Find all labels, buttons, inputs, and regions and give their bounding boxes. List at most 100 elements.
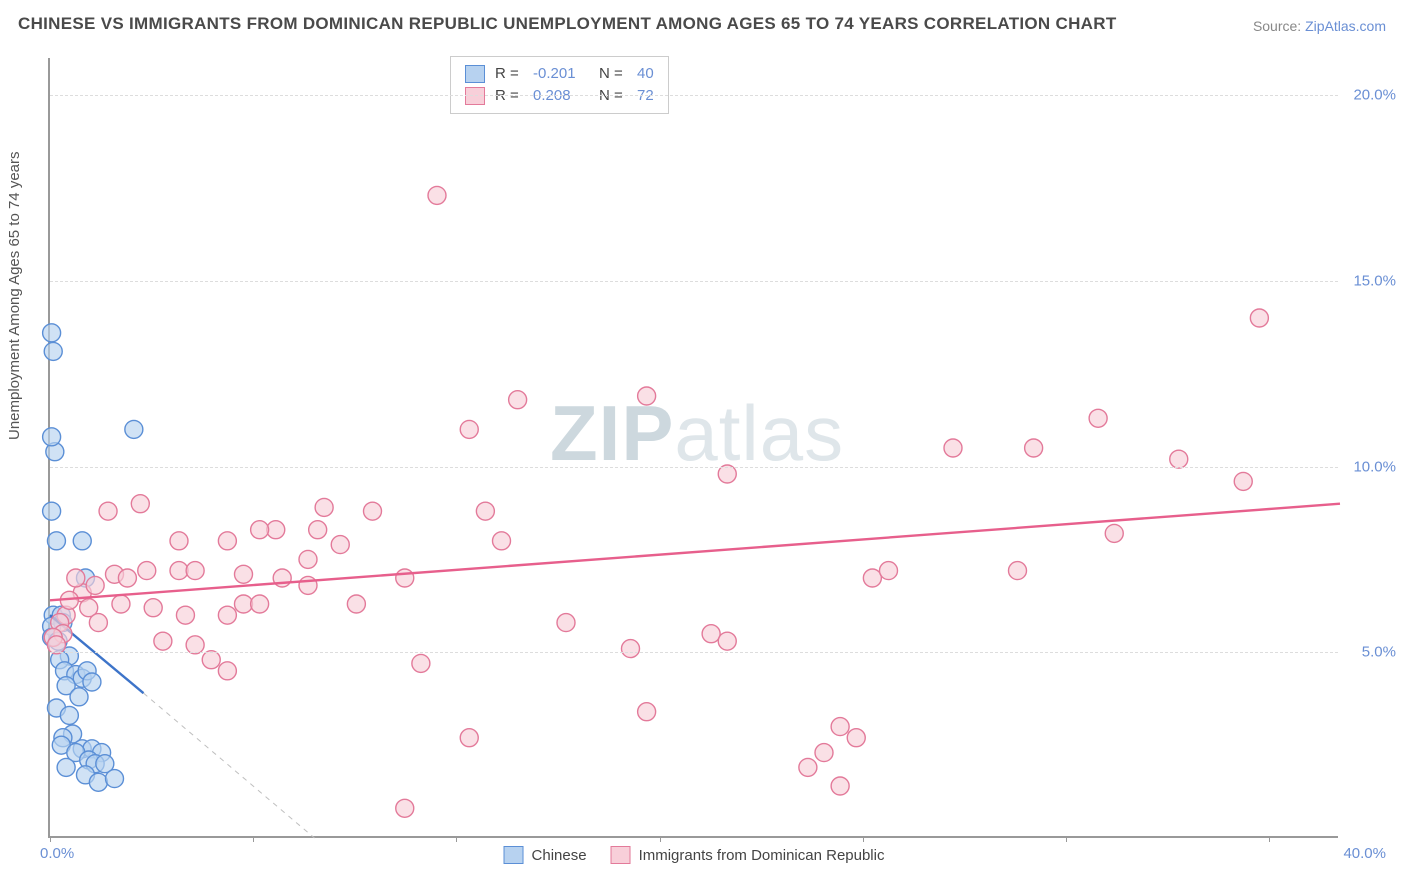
data-point [299,576,317,594]
chart-title: CHINESE VS IMMIGRANTS FROM DOMINICAN REP… [18,14,1117,34]
x-tick-mark [863,836,864,842]
data-point [1025,439,1043,457]
data-point [799,758,817,776]
data-point [125,420,143,438]
data-point [299,550,317,568]
data-point [1250,309,1268,327]
data-point [1170,450,1188,468]
y-tick-label: 10.0% [1353,458,1396,475]
data-point [218,532,236,550]
data-point [831,718,849,736]
y-tick-label: 15.0% [1353,272,1396,289]
plot-area: ZIPatlas R =-0.201N =40R = 0.208N =72 0.… [48,58,1338,838]
data-point [47,636,65,654]
legend-swatch [465,65,485,83]
data-point [1089,409,1107,427]
legend-n-label: N = [599,63,627,85]
data-point [138,562,156,580]
trend-line-extension [144,693,315,838]
data-point [880,562,898,580]
legend-swatch [611,846,631,864]
gridline-h [50,281,1338,282]
data-point [235,595,253,613]
data-point [396,799,414,817]
data-point [315,498,333,516]
data-point [43,502,61,520]
data-point [118,569,136,587]
data-point [70,688,88,706]
legend-row: R = -0.201 N = 40 [465,63,654,85]
data-point [67,569,85,587]
data-point [170,562,188,580]
data-point [43,324,61,342]
data-point [251,595,269,613]
data-point [186,636,204,654]
x-tick-right: 40.0% [1343,845,1386,862]
legend-r-label: R = [495,63,523,85]
legend-correlation: R =-0.201N =40R = 0.208N =72 [450,56,669,114]
data-point [176,606,194,624]
data-point [347,595,365,613]
gridline-h [50,95,1338,96]
data-point [412,654,430,672]
data-point [863,569,881,587]
x-tick-mark [1066,836,1067,842]
y-tick-label: 20.0% [1353,87,1396,104]
x-tick-mark [50,836,51,842]
data-point [89,614,107,632]
gridline-h [50,652,1338,653]
y-tick-label: 5.0% [1362,644,1396,661]
chart-svg [50,58,1338,836]
data-point [186,562,204,580]
data-point [112,595,130,613]
data-point [154,632,172,650]
data-point [309,521,327,539]
data-point [718,632,736,650]
data-point [396,569,414,587]
data-point [144,599,162,617]
data-point [131,495,149,513]
data-point [251,521,269,539]
data-point [218,606,236,624]
legend-label: Chinese [532,847,587,864]
legend-n-value: 40 [637,63,654,85]
legend-label: Immigrants from Dominican Republic [639,847,885,864]
data-point [202,651,220,669]
data-point [815,744,833,762]
data-point [83,673,101,691]
data-point [847,729,865,747]
data-point [702,625,720,643]
legend-r-value: -0.201 [533,63,589,85]
source-attribution: Source: ZipAtlas.com [1253,18,1386,34]
data-point [170,532,188,550]
legend-item: Chinese [504,846,587,864]
x-tick-mark [1269,836,1270,842]
data-point [1105,524,1123,542]
x-tick-mark [660,836,661,842]
legend-series: Chinese Immigrants from Dominican Republi… [504,846,885,864]
legend-swatch [504,846,524,864]
data-point [1234,472,1252,490]
data-point [638,703,656,721]
x-tick-mark [253,836,254,842]
y-axis-label: Unemployment Among Ages 65 to 74 years [6,151,23,440]
data-point [106,770,124,788]
data-point [43,428,61,446]
data-point [831,777,849,795]
data-point [557,614,575,632]
x-tick-mark [456,836,457,842]
data-point [267,521,285,539]
data-point [99,502,117,520]
data-point [718,465,736,483]
data-point [460,420,478,438]
data-point [73,532,91,550]
source-link[interactable]: ZipAtlas.com [1305,18,1386,34]
data-point [218,662,236,680]
data-point [47,532,65,550]
data-point [57,758,75,776]
data-point [235,565,253,583]
x-tick-origin: 0.0% [40,845,74,862]
data-point [364,502,382,520]
trend-line [50,504,1340,601]
data-point [638,387,656,405]
